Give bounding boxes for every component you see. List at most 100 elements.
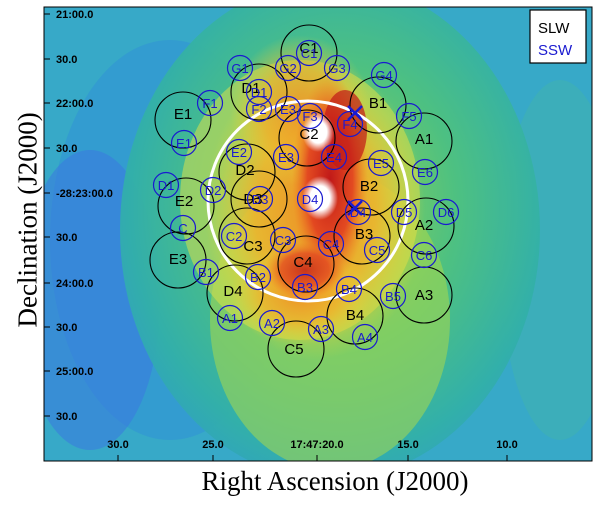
ssw-detector-e1: E1: [170, 129, 198, 157]
svg-text:G2: G2: [279, 61, 296, 76]
dec-tick-label: 25:00.0: [56, 366, 93, 378]
ssw-detector-c2: C2: [220, 222, 248, 250]
dec-tick-label: 30.0: [56, 232, 77, 244]
ssw-detector-g3: G3: [323, 54, 351, 82]
legend: SLW SSW: [529, 9, 587, 64]
ssw-detector-a3: A3: [307, 315, 335, 343]
dec-tick-label: 30.0: [56, 54, 77, 66]
svg-text:B2: B2: [250, 270, 266, 285]
ssw-detector-f1: F1: [196, 89, 224, 117]
slw-detector-d4: D4: [206, 264, 264, 322]
ra-tick-label: 25.0: [202, 439, 223, 451]
svg-text:C4: C4: [323, 237, 340, 252]
dec-tick-label: -28:23:00.0: [56, 188, 113, 200]
legend-slw: SLW: [538, 20, 570, 37]
svg-text:C1: C1: [301, 46, 318, 61]
svg-text:C3: C3: [243, 238, 262, 255]
dec-tick-label: 30.0: [56, 411, 77, 423]
ssw-detector-e5: E5: [367, 149, 395, 177]
ssw-detector-a2: A2: [258, 309, 286, 337]
svg-text:A3: A3: [415, 287, 433, 304]
slw-detector-c3: C3: [218, 207, 276, 265]
ssw-detector-g2: G2: [274, 54, 302, 82]
ssw-detector-c3: C3: [269, 226, 297, 254]
svg-text:E2: E2: [175, 193, 193, 210]
cross-markers: [347, 105, 363, 216]
svg-text:B4: B4: [341, 282, 357, 297]
svg-text:E5: E5: [373, 156, 389, 171]
svg-text:C3: C3: [275, 233, 292, 248]
svg-text:E2: E2: [231, 145, 247, 160]
ssw-detector-a1: A1: [216, 304, 244, 332]
svg-text:B3: B3: [355, 226, 373, 243]
svg-text:A1: A1: [222, 311, 238, 326]
ssw-detector-e2: E2: [225, 138, 253, 166]
slw-detector-c5: C5: [267, 320, 325, 378]
ssw-detector-c6: C6: [410, 241, 438, 269]
ssw-detector-d1: D1: [152, 171, 180, 199]
svg-text:D6: D6: [438, 205, 455, 220]
dec-tick-label: 30.0: [56, 322, 77, 334]
dec-tick-label: 21:00.0: [56, 9, 93, 21]
slw-detector-e1: E1: [154, 91, 212, 149]
svg-text:A2: A2: [415, 217, 433, 234]
slw-detector-a2: A2: [397, 197, 455, 255]
svg-text:E1: E1: [176, 136, 192, 151]
svg-text:B1: B1: [198, 265, 214, 280]
svg-text:E6: E6: [417, 165, 433, 180]
slw-detector-c1: C1: [280, 24, 338, 82]
svg-text:D3: D3: [252, 192, 269, 207]
svg-text:C5: C5: [369, 243, 386, 258]
intensity-map: [44, 7, 592, 461]
ra-tick-label: 15.0: [397, 439, 418, 451]
dec-tick-label: 30.0: [56, 143, 77, 155]
ra-tick-label: 17:47:20.0: [290, 439, 343, 451]
svg-text:D1: D1: [251, 85, 268, 100]
slw-detector-b1: B1: [349, 76, 407, 134]
dec-tick-label: 24:00.0: [56, 278, 93, 290]
ssw-detector-a4: A4: [351, 323, 379, 351]
svg-text:D2: D2: [205, 183, 222, 198]
svg-text:G1: G1: [231, 61, 248, 76]
svg-text:B2: B2: [360, 178, 378, 195]
svg-text:A1: A1: [415, 131, 433, 148]
svg-text:C2: C2: [226, 229, 243, 244]
svg-text:F3: F3: [302, 109, 317, 124]
ssw-detector-d5: D5: [390, 198, 418, 226]
ssw-detector-b4: B4: [335, 275, 363, 303]
svg-text:D5: D5: [396, 205, 413, 220]
svg-text:B5: B5: [385, 289, 401, 304]
y-axis-label: Declination (J2000): [12, 112, 43, 328]
svg-text:D2: D2: [235, 162, 254, 179]
ssw-detector-e3: E3: [272, 143, 300, 171]
svg-text:E4: E4: [326, 150, 342, 165]
ssw-detector-g1: G1: [226, 54, 254, 82]
ssw-detector-b1: B1: [192, 258, 220, 286]
ssw-detector-d4: D4: [296, 185, 324, 213]
x-axis-label: Right Ascension (J2000): [201, 466, 469, 496]
svg-text:F5: F5: [401, 109, 416, 124]
axis-ticks: [44, 13, 508, 461]
svg-text:E1: E1: [174, 106, 192, 123]
ssw-detector-f3: F3: [296, 102, 324, 130]
ssw-detector-b2: B2: [244, 263, 272, 291]
ssw-detector-c5: C5: [363, 236, 391, 264]
ssw-detector-b3: B3: [291, 273, 319, 301]
ssw-detector-f4: F4: [336, 110, 364, 138]
svg-text:A3: A3: [313, 322, 329, 337]
svg-text:G4: G4: [375, 68, 392, 83]
svg-text:A4: A4: [357, 330, 373, 345]
dec-tick-label: 22:00.0: [56, 98, 93, 110]
slw-detector-a1: A1: [395, 112, 453, 170]
svg-text:B1: B1: [369, 95, 387, 112]
svg-text:G3: G3: [328, 61, 345, 76]
svg-text:D4: D4: [223, 283, 242, 300]
ssw-detector-e6: E6: [411, 158, 439, 186]
svg-text:E3: E3: [169, 251, 187, 268]
ssw-detector-e4: E4: [320, 143, 348, 171]
ssw-detectors: C1 G1 G2 G3 G4 D1 F1 F2 E3 F3 F4 F5 E1 E2 E3 E4 E5 E6 D1 D2…: [152, 39, 460, 351]
slw-detector-b3: B3: [333, 207, 391, 265]
ssw-detector-g4: G4: [370, 61, 398, 89]
ssw-detector-f2: F2: [245, 95, 273, 123]
